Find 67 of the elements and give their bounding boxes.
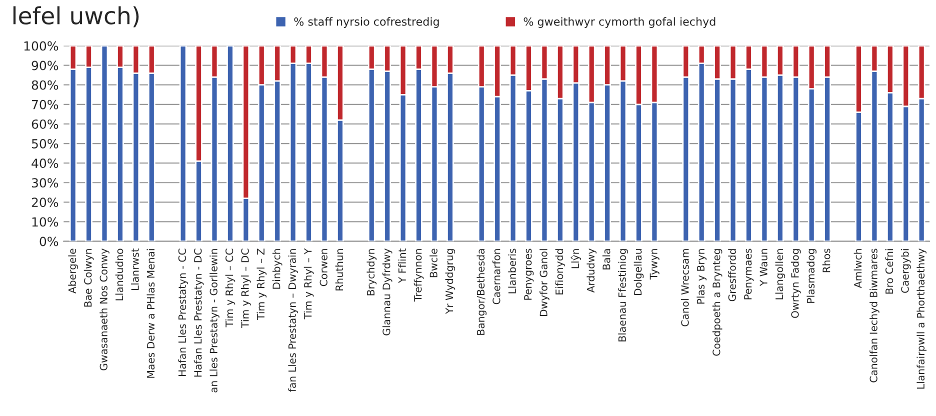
x-tick-label: Brychdyn: [366, 249, 377, 296]
x-tick-label: Canol Wrecsam: [680, 249, 689, 326]
x-tick-label: Gwasanaeth Nos Conwy: [100, 248, 110, 370]
x-tick-label: Treffynnon: [414, 249, 424, 302]
x-tick-label: Canolfan Iechyd Biwmares: [870, 248, 880, 382]
x-tick-label: Y Fflint: [398, 248, 406, 284]
x-tick-label: an Lles Prestatyn - Gorllewin: [210, 249, 220, 392]
x-tick-label: Abergele: [68, 248, 78, 294]
x-tick-label: Llanfairpwll a Phorthaethwy: [916, 248, 926, 389]
x-tick-label: Coedpoeth a Brynteg: [712, 249, 722, 356]
bar: [179, 46, 187, 242]
chart-title: lefel uwch): [13, 6, 139, 28]
x-tick-label: Rhuthun: [335, 249, 344, 290]
x-tick-label: Gresffordd: [728, 249, 736, 302]
y-tick-label: 0%: [40, 236, 58, 246]
x-tick-label: Llangollen: [775, 249, 786, 300]
y-tick-label: 80%: [32, 80, 58, 90]
x-tick-label: Caernarfon: [492, 249, 500, 304]
x-tick-label: Owrtyn Fadog: [790, 249, 801, 318]
x-tick-label: Bro Cefni: [885, 249, 894, 294]
bar: [226, 46, 234, 242]
y-tick-label: 40%: [32, 158, 58, 168]
x-tick-label: Tim y Rhyl – Z: [256, 248, 267, 320]
x-tick-label: Tim y Rhyl – DC: [241, 248, 251, 328]
x-tick-label: Hafan Lles Prestatyn - CC: [178, 248, 188, 376]
x-tick-label: Ardudwy: [586, 248, 597, 293]
x-tick-label: Eifionydd: [555, 249, 566, 294]
y-tick-label: 60%: [32, 119, 58, 129]
legend-label: % gweithwyr cymorth gofal iechyd: [524, 17, 716, 28]
x-tick-label: Caergybi: [900, 249, 911, 293]
x-tick-label: Glannau Dyfrdwy: [382, 248, 392, 336]
x-tick-label: Llanrwst: [131, 248, 139, 290]
x-tick-label: Tim y Rhyl – CC: [225, 248, 236, 328]
x-tick-label: Llŷn: [570, 249, 582, 268]
x-tick-label: Bala: [602, 249, 610, 270]
x-tick-label: Hafan Lles Prestatyn - DC: [194, 248, 204, 377]
x-tick-label: Dwyfor Ganol: [540, 249, 550, 316]
x-tick-label: fan Lles Prestatyn – Dwyrain: [288, 249, 298, 392]
y-tick-label: 90%: [32, 60, 58, 70]
x-tick-label: Blaenau Ffestiniog: [618, 249, 628, 342]
x-tick-label: Tim y Rhyl – Y: [304, 248, 314, 320]
x-tick-label: Corwen: [320, 249, 328, 286]
x-tick-label: Penygroes: [524, 248, 534, 300]
x-tick-label: Dolgellau: [634, 249, 644, 296]
y-tick-label: 50%: [32, 138, 58, 148]
y-tick-label: 10%: [32, 217, 58, 227]
x-tick-label: Maes Derw a PHlas Menai: [146, 249, 155, 378]
x-tick-label: Bwcle: [430, 248, 438, 278]
y-tick-label: 100%: [24, 41, 58, 51]
x-tick-label: Dinbych: [272, 249, 282, 289]
bar: [100, 46, 108, 242]
y-tick-label: 30%: [32, 178, 58, 188]
x-tick-label: Y Waun: [760, 249, 768, 286]
x-tick-label: Bae Colwyn: [84, 249, 94, 307]
x-tick-label: Tywyn: [650, 249, 660, 280]
x-tick-label: Penymaes: [744, 248, 754, 300]
x-tick-label: Bangor/Bethesda: [476, 249, 487, 335]
y-tick-label: 20%: [32, 198, 58, 208]
x-tick-label: Plas y Bryn: [696, 249, 707, 304]
x-tick-label: Llanberis: [508, 248, 516, 294]
legend-label: % staff nyrsio cofrestredig: [294, 17, 439, 28]
x-tick-label: Yr Wyddgrug: [445, 249, 456, 314]
x-tick-label: Amlwch: [854, 249, 862, 288]
x-tick-label: Rhos: [822, 248, 830, 272]
x-tick-label: Llandudno: [115, 248, 124, 300]
y-tick-label: 70%: [32, 100, 58, 110]
x-tick-label: Plasmadog: [806, 249, 817, 303]
